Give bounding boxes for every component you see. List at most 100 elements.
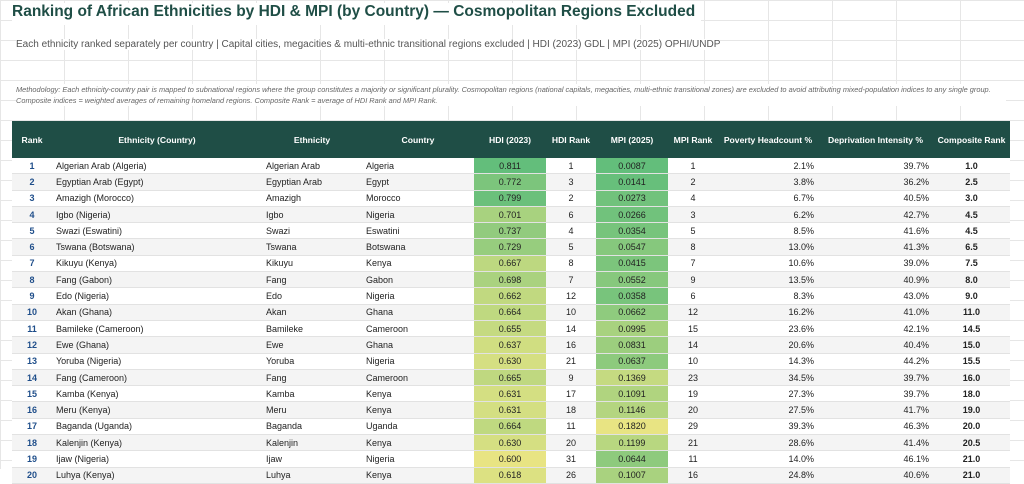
cell-ethnicity[interactable]: Fang xyxy=(262,369,362,387)
cell-hdi-rank[interactable]: 20 xyxy=(546,434,596,452)
cell-hdi[interactable]: 0.737 xyxy=(474,222,546,240)
cell-ethnicity-country[interactable]: Luhya (Kenya) xyxy=(52,467,262,484)
cell-ethnicity[interactable]: Bamileke xyxy=(262,320,362,338)
cell-mpi[interactable]: 0.0637 xyxy=(596,353,668,370)
cell-ethnicity-country[interactable]: Kamba (Kenya) xyxy=(52,385,262,403)
cell-ethnicity[interactable]: Kikuyu xyxy=(262,255,362,273)
cell-hdi[interactable]: 0.631 xyxy=(474,385,546,403)
cell-deprivation-intensity[interactable]: 41.3% xyxy=(818,238,933,256)
cell-hdi-rank[interactable]: 8 xyxy=(546,255,596,273)
cell-rank[interactable]: 2 xyxy=(12,173,52,191)
cell-ethnicity-country[interactable]: Swazi (Eswatini) xyxy=(52,222,262,240)
cell-deprivation-intensity[interactable]: 40.9% xyxy=(818,271,933,289)
cell-ethnicity-country[interactable]: Kalenjin (Kenya) xyxy=(52,434,262,452)
cell-country[interactable]: Ghana xyxy=(362,336,474,354)
table-row[interactable]: 6 Tswana (Botswana) Tswana Botswana 0.729 5 0.… xyxy=(12,238,1010,256)
cell-composite-rank[interactable]: 4.5 xyxy=(933,206,1010,224)
cell-hdi[interactable]: 0.729 xyxy=(474,238,546,256)
cell-mpi[interactable]: 0.0831 xyxy=(596,336,668,354)
cell-rank[interactable]: 8 xyxy=(12,271,52,289)
cell-poverty-headcount[interactable]: 14.0% xyxy=(718,450,818,468)
cell-mpi-rank[interactable]: 21 xyxy=(668,434,718,452)
cell-country[interactable]: Kenya xyxy=(362,385,474,403)
cell-poverty-headcount[interactable]: 34.5% xyxy=(718,369,818,387)
cell-hdi-rank[interactable]: 18 xyxy=(546,401,596,419)
cell-hdi[interactable]: 0.618 xyxy=(474,467,546,484)
cell-poverty-headcount[interactable]: 39.3% xyxy=(718,418,818,436)
cell-mpi-rank[interactable]: 2 xyxy=(668,173,718,191)
cell-mpi[interactable]: 0.0141 xyxy=(596,173,668,191)
cell-poverty-headcount[interactable]: 8.3% xyxy=(718,287,818,305)
cell-ethnicity-country[interactable]: Kikuyu (Kenya) xyxy=(52,255,262,273)
cell-country[interactable]: Uganda xyxy=(362,418,474,436)
header-rank[interactable]: Rank xyxy=(12,121,52,158)
cell-ethnicity[interactable]: Amazigh xyxy=(262,190,362,207)
cell-hdi-rank[interactable]: 16 xyxy=(546,336,596,354)
cell-hdi[interactable]: 0.630 xyxy=(474,434,546,452)
cell-poverty-headcount[interactable]: 27.5% xyxy=(718,401,818,419)
cell-ethnicity-country[interactable]: Meru (Kenya) xyxy=(52,401,262,419)
cell-deprivation-intensity[interactable]: 43.0% xyxy=(818,287,933,305)
cell-composite-rank[interactable]: 7.5 xyxy=(933,255,1010,273)
table-row[interactable]: 12 Ewe (Ghana) Ewe Ghana 0.637 16 0.0831 14 20.6… xyxy=(12,336,1010,354)
cell-rank[interactable]: 15 xyxy=(12,385,52,403)
cell-ethnicity[interactable]: Tswana xyxy=(262,238,362,256)
cell-composite-rank[interactable]: 15.5 xyxy=(933,353,1010,370)
cell-hdi-rank[interactable]: 7 xyxy=(546,271,596,289)
cell-country[interactable]: Botswana xyxy=(362,238,474,256)
cell-poverty-headcount[interactable]: 28.6% xyxy=(718,434,818,452)
cell-deprivation-intensity[interactable]: 40.6% xyxy=(818,467,933,484)
cell-hdi-rank[interactable]: 9 xyxy=(546,369,596,387)
cell-ethnicity-country[interactable]: Igbo (Nigeria) xyxy=(52,206,262,224)
table-row[interactable]: 7 Kikuyu (Kenya) Kikuyu Kenya 0.667 8 0.0415 7 1… xyxy=(12,255,1010,273)
cell-ethnicity-country[interactable]: Yoruba (Nigeria) xyxy=(52,353,262,370)
table-row[interactable]: 18 Kalenjin (Kenya) Kalenjin Kenya 0.630 20 0.… xyxy=(12,434,1010,452)
cell-deprivation-intensity[interactable]: 46.1% xyxy=(818,450,933,468)
cell-poverty-headcount[interactable]: 24.8% xyxy=(718,467,818,484)
cell-composite-rank[interactable]: 8.0 xyxy=(933,271,1010,289)
cell-poverty-headcount[interactable]: 16.2% xyxy=(718,304,818,321)
cell-deprivation-intensity[interactable]: 40.4% xyxy=(818,336,933,354)
header-country[interactable]: Country xyxy=(362,121,474,158)
cell-composite-rank[interactable]: 21.0 xyxy=(933,467,1010,484)
cell-country[interactable]: Ghana xyxy=(362,304,474,321)
cell-composite-rank[interactable]: 4.5 xyxy=(933,222,1010,240)
cell-ethnicity-country[interactable]: Ewe (Ghana) xyxy=(52,336,262,354)
cell-deprivation-intensity[interactable]: 39.7% xyxy=(818,385,933,403)
cell-mpi[interactable]: 0.0644 xyxy=(596,450,668,468)
cell-rank[interactable]: 10 xyxy=(12,304,52,321)
cell-ethnicity[interactable]: Baganda xyxy=(262,418,362,436)
cell-hdi-rank[interactable]: 6 xyxy=(546,206,596,224)
cell-ethnicity-country[interactable]: Algerian Arab (Algeria) xyxy=(52,158,262,175)
cell-rank[interactable]: 19 xyxy=(12,450,52,468)
cell-country[interactable]: Eswatini xyxy=(362,222,474,240)
cell-mpi[interactable]: 0.0266 xyxy=(596,206,668,224)
cell-ethnicity[interactable]: Edo xyxy=(262,287,362,305)
cell-deprivation-intensity[interactable]: 41.0% xyxy=(818,304,933,321)
cell-ethnicity[interactable]: Kalenjin xyxy=(262,434,362,452)
header-mpi[interactable]: MPI (2025) xyxy=(596,121,668,158)
cell-composite-rank[interactable]: 6.5 xyxy=(933,238,1010,256)
cell-mpi[interactable]: 0.0547 xyxy=(596,238,668,256)
cell-composite-rank[interactable]: 2.5 xyxy=(933,173,1010,191)
cell-poverty-headcount[interactable]: 10.6% xyxy=(718,255,818,273)
cell-mpi[interactable]: 0.0995 xyxy=(596,320,668,338)
cell-mpi[interactable]: 0.0358 xyxy=(596,287,668,305)
cell-country[interactable]: Egypt xyxy=(362,173,474,191)
cell-mpi[interactable]: 0.0415 xyxy=(596,255,668,273)
table-row[interactable]: 4 Igbo (Nigeria) Igbo Nigeria 0.701 6 0.0266 3 6… xyxy=(12,206,1010,224)
cell-rank[interactable]: 6 xyxy=(12,238,52,256)
cell-country[interactable]: Cameroon xyxy=(362,369,474,387)
cell-hdi-rank[interactable]: 31 xyxy=(546,450,596,468)
table-row[interactable]: 3 Amazigh (Morocco) Amazigh Morocco 0.799 2 0.… xyxy=(12,190,1010,207)
cell-composite-rank[interactable]: 14.5 xyxy=(933,320,1010,338)
cell-hdi[interactable]: 0.667 xyxy=(474,255,546,273)
table-row[interactable]: 5 Swazi (Eswatini) Swazi Eswatini 0.737 4 0.03… xyxy=(12,222,1010,240)
cell-ethnicity-country[interactable]: Baganda (Uganda) xyxy=(52,418,262,436)
cell-mpi-rank[interactable]: 7 xyxy=(668,255,718,273)
cell-ethnicity[interactable]: Swazi xyxy=(262,222,362,240)
cell-poverty-headcount[interactable]: 13.5% xyxy=(718,271,818,289)
cell-composite-rank[interactable]: 3.0 xyxy=(933,190,1010,207)
cell-hdi[interactable]: 0.701 xyxy=(474,206,546,224)
table-row[interactable]: 13 Yoruba (Nigeria) Yoruba Nigeria 0.630 21 0.… xyxy=(12,353,1010,370)
